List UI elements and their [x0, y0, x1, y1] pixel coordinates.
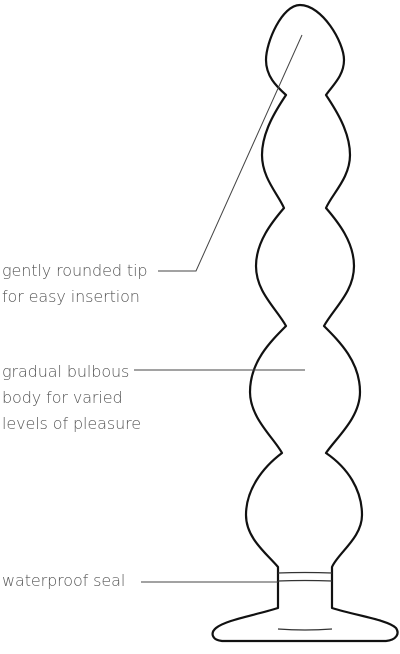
base-rim	[277, 628, 333, 631]
callout-rounded-tip: gently rounded tip for easy insertion	[2, 258, 148, 310]
leader-line-tip	[158, 34, 303, 272]
seal-band-bottom	[277, 579, 333, 582]
seal-band-top	[277, 571, 333, 574]
callout-tip-line-1: gently rounded tip	[2, 261, 148, 280]
callout-body-line-1: gradual bulbous	[2, 362, 130, 381]
callout-tip-line-2: for easy insertion	[2, 287, 140, 306]
callout-body-line-3: levels of pleasure	[2, 414, 141, 433]
callout-seal-line-1: waterproof seal	[2, 571, 126, 590]
callout-waterproof-seal: waterproof seal	[2, 568, 125, 594]
callout-bulbous-body: gradual bulbous body for varied levels o…	[2, 359, 141, 437]
callout-body-line-2: body for varied	[2, 388, 123, 407]
product-outline	[211, 3, 399, 643]
